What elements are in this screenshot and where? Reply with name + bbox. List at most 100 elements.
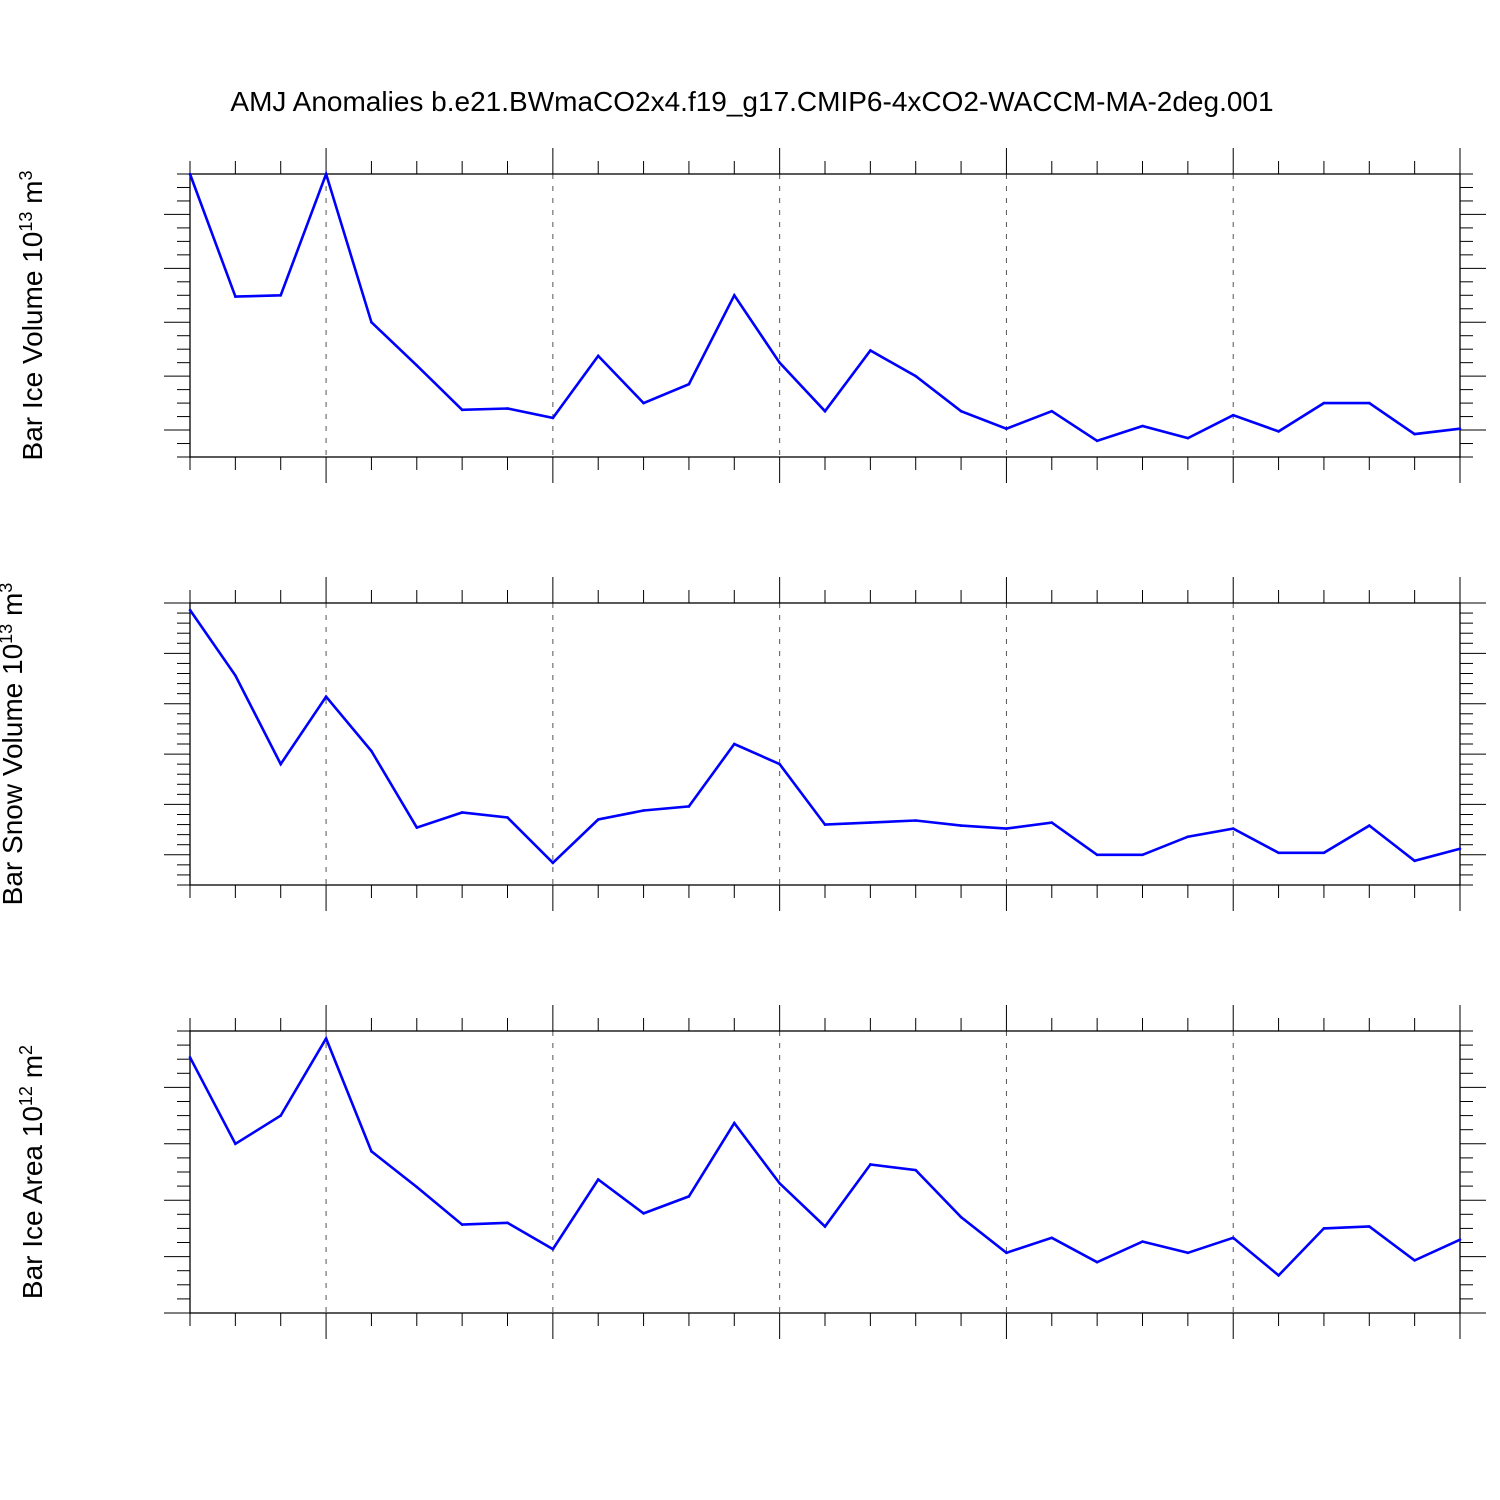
y-axis-label-text: Bar Ice Area 10	[17, 1106, 48, 1299]
data-point	[1458, 847, 1462, 851]
series-line	[188, 1035, 1461, 1278]
data-point	[279, 1114, 283, 1117]
data-point	[188, 1056, 192, 1059]
y-axis-label-unit: m	[17, 1055, 48, 1086]
data-point	[642, 809, 645, 812]
data-point	[1186, 835, 1190, 838]
data-point	[234, 674, 237, 677]
y-axis-label: Bar Snow Volume 1013 m3	[0, 583, 28, 906]
data-point	[687, 1195, 691, 1198]
panel-ice-volume: Bar Ice Volume 1013 m3	[16, 148, 1486, 483]
data-point	[1277, 851, 1280, 855]
data-point	[551, 861, 555, 865]
data-point	[1141, 1240, 1144, 1243]
data-point	[823, 409, 827, 413]
y-axis-label-text: Bar Snow Volume 10	[0, 644, 28, 906]
panel-ice-area: Bar Ice Area 1012 m2	[16, 1005, 1486, 1339]
data-point	[506, 1221, 509, 1225]
data-point	[1050, 409, 1054, 413]
data-point	[1050, 1236, 1054, 1240]
data-point	[506, 407, 509, 410]
plot-frame	[189, 1030, 1461, 1314]
data-point	[959, 824, 963, 827]
data-point	[279, 293, 283, 297]
data-point	[460, 811, 464, 814]
data-point	[687, 382, 691, 386]
data-point	[823, 823, 827, 826]
data-point	[1367, 401, 1371, 405]
data-point	[642, 1212, 645, 1215]
data-point	[1141, 853, 1144, 857]
data-point	[1277, 1274, 1280, 1277]
data-point	[234, 1142, 237, 1146]
data-point	[1322, 1227, 1326, 1230]
data-point	[324, 172, 328, 176]
data-point	[370, 320, 373, 324]
data-point	[234, 295, 237, 298]
data-point	[1095, 1260, 1099, 1264]
data-point	[596, 1178, 600, 1181]
plot-frame	[189, 173, 1461, 458]
data-point	[1413, 1259, 1416, 1262]
data-point	[1231, 1236, 1235, 1240]
data-point	[1367, 1225, 1371, 1228]
y-axis-label-text: Bar Ice Volume 10	[17, 232, 48, 461]
data-point	[1005, 1251, 1008, 1255]
data-point	[959, 409, 963, 413]
series-line	[188, 169, 1461, 443]
y-axis-label-unit: m	[0, 593, 28, 624]
data-point	[959, 1215, 963, 1219]
data-point	[370, 1150, 373, 1153]
data-point	[1095, 439, 1099, 443]
data-point	[869, 1163, 872, 1166]
data-point	[778, 762, 781, 766]
y-axis-label-unit-exponent: 2	[16, 1045, 36, 1055]
data-point	[642, 401, 645, 405]
y-axis-label-unit: m	[17, 181, 48, 212]
data-point	[506, 816, 509, 819]
data-point	[460, 408, 464, 412]
data-point	[324, 1037, 328, 1040]
y-axis-label: Bar Ice Area 1012 m2	[16, 1045, 48, 1299]
data-point	[732, 1121, 736, 1125]
y-axis-label-exponent: 12	[16, 1086, 36, 1106]
y-axis-label-exponent: 13	[16, 212, 36, 232]
data-point	[778, 1181, 781, 1185]
data-point	[778, 361, 781, 364]
data-point	[1186, 1251, 1190, 1255]
data-point	[914, 819, 918, 822]
data-point	[1413, 859, 1416, 863]
data-point	[1458, 427, 1462, 431]
data-point	[1186, 436, 1190, 440]
data-point	[732, 293, 736, 297]
data-point	[370, 749, 373, 753]
data-point	[415, 826, 419, 829]
data-point	[1005, 827, 1008, 830]
y-axis-label-unit-exponent: 3	[0, 583, 16, 593]
y-axis-label: Bar Ice Volume 1013 m3	[16, 171, 48, 461]
data-point	[596, 354, 600, 358]
data-point	[914, 1168, 918, 1172]
data-point	[1050, 821, 1054, 824]
data-point	[1413, 432, 1416, 436]
data-point	[1458, 1238, 1462, 1241]
data-point	[869, 349, 872, 352]
y-axis-label-unit-exponent: 3	[16, 171, 36, 181]
data-point	[1367, 824, 1371, 827]
data-point	[1231, 827, 1235, 830]
data-point	[415, 364, 419, 367]
panel-snow-volume: Bar Snow Volume 1013 m3	[0, 577, 1486, 911]
chart-title: AMJ Anomalies b.e21.BWmaCO2x4.f19_g17.CM…	[230, 86, 1273, 117]
data-point	[1231, 413, 1235, 417]
data-point	[1005, 427, 1008, 431]
data-point	[1322, 401, 1326, 405]
data-point	[415, 1185, 419, 1189]
data-point	[1322, 851, 1326, 855]
data-point	[1277, 430, 1280, 433]
data-point	[324, 695, 328, 698]
data-point	[823, 1225, 827, 1228]
y-axis-label-exponent: 13	[0, 624, 16, 644]
plot-frame	[189, 602, 1461, 886]
data-point	[279, 762, 283, 766]
